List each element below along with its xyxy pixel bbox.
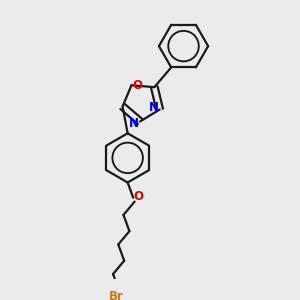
Text: Br: Br [109,290,124,300]
Text: N: N [129,117,139,130]
Text: N: N [148,101,158,114]
Text: O: O [133,79,142,92]
Text: O: O [133,190,143,203]
